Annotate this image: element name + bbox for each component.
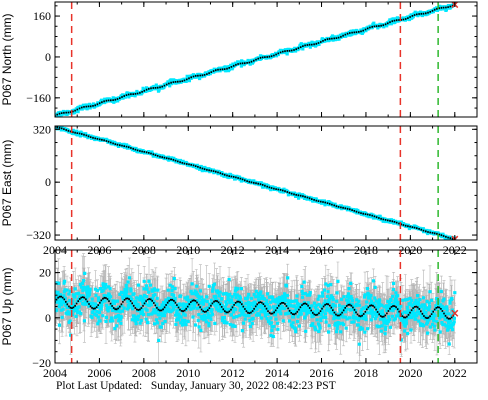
x-tick-label: 2014 [265,366,289,380]
y-tick-label: 160 [33,9,51,23]
y-axis-label: P067 East (mm) [0,140,14,227]
x-tick-label: 2004 [43,366,67,380]
panel-3-data [55,253,459,363]
panel-2: 2004200620082010201220142016201820202022… [0,122,478,257]
y-tick-label: −160 [26,91,51,105]
x-tick-label: 2016 [310,366,334,380]
y-axis-label: P067 Up (mm) [0,267,14,345]
x-tick-label: 2022 [443,366,467,380]
y-tick-label: 0 [45,311,51,325]
panel-1-data [55,2,459,117]
y-tick-label: 320 [33,122,51,136]
y-tick-label: 20 [39,266,51,280]
y-tick-label: −20 [32,356,51,370]
footer-label: Plot Last Updated: [56,380,143,392]
panel-3: 2004 2006 2008 2010 2012 2014 2016 2018 2020 2022… [0,249,478,380]
x-tick-label: 2018 [354,366,378,380]
x-tick-label: 2006 [87,366,111,380]
x-tick-label: 2010 [176,366,200,380]
panel-1: −160 0 160 P067 North (mm) [0,1,478,118]
panel-frame [54,1,478,118]
x-tick-label: 2020 [398,366,422,380]
y-tick-label: 0 [45,175,51,189]
model-line [55,126,456,240]
plot-footer: Plot Last Updated: Sunday, January 30, 2… [56,380,336,392]
panel-2-data [55,126,459,240]
data-points [55,126,457,240]
model-line [55,3,456,117]
y-tick-label: 0 [45,50,51,64]
x-tick-label: 2008 [132,366,156,380]
model-line [55,295,456,320]
y-axis-label: P067 North (mm) [0,13,14,105]
x-tick-label: 2012 [221,366,245,380]
panel-frame [54,125,478,241]
end-marker [451,309,459,317]
y-tick-label: −320 [26,228,51,242]
footer-timestamp: Sunday, January 30, 2022 08:42:23 PST [150,380,336,392]
